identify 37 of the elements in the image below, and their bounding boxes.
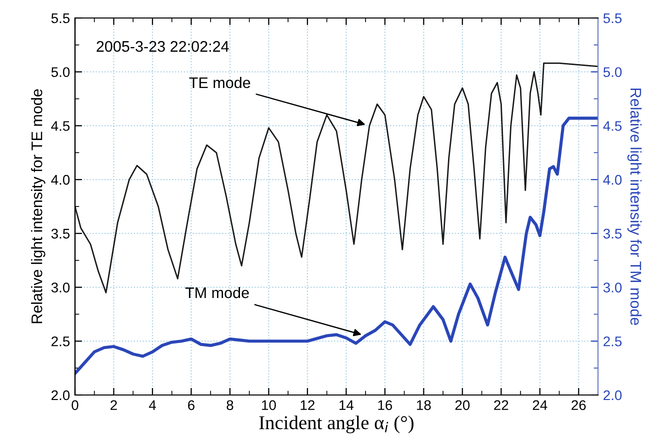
x-tick-label: 12 [300, 400, 314, 410]
x-tick-label: 10 [262, 400, 276, 410]
annotation: 2005-3-23 22:02:24 [96, 41, 229, 52]
y-tick-label: 3.0 [51, 282, 70, 292]
x-tick-label: 24 [532, 400, 548, 410]
y-tick-label: 2.5 [52, 336, 70, 346]
y2-tick-label: 3.5 [603, 228, 622, 239]
line-series [75, 116, 598, 375]
y-tick-label: 5.0 [51, 67, 70, 78]
x-tick-label: 20 [455, 400, 470, 410]
y-tick-label: 5.5 [51, 13, 70, 24]
y2-tick-label: 4.0 [603, 174, 622, 185]
annotation: TE mode [189, 76, 250, 88]
y2-tick-label: 5.0 [603, 67, 622, 78]
x-tick-label: 22 [494, 400, 508, 410]
x-axis-title: Incident angle α$_{i}$ (°) [259, 416, 414, 434]
y-tick-label: 4.0 [51, 174, 70, 185]
y-axis-title: Relative light intensity for TE mode [31, 89, 46, 324]
annotation: TM mode [185, 286, 249, 298]
y-tick-label: 3.5 [51, 228, 70, 239]
x-tick-label: 2 [110, 400, 117, 410]
y2-tick-label: 2.5 [604, 336, 622, 346]
y2-tick-label: 3.0 [603, 282, 622, 292]
x-tick-label: 18 [417, 400, 431, 410]
y2-axis-title: Relative light intensity for TM mode [627, 88, 642, 325]
y2-tick-label: 4.5 [603, 121, 622, 131]
y2-tick-label: 2.0 [604, 390, 622, 400]
x-tick-label: 6 [188, 400, 194, 410]
y-tick-label: 2.0 [52, 390, 70, 400]
y2-tick-label: 5.5 [603, 13, 622, 24]
x-tick-label: 8 [226, 400, 234, 410]
x-tick-label: 16 [378, 400, 392, 410]
x-tick-label: 14 [340, 400, 354, 410]
x-tick-label: 0 [72, 400, 78, 410]
x-tick-label: 4 [148, 400, 156, 410]
x-tick-label: 26 [572, 400, 586, 410]
y-tick-label: 4.5 [51, 121, 70, 131]
